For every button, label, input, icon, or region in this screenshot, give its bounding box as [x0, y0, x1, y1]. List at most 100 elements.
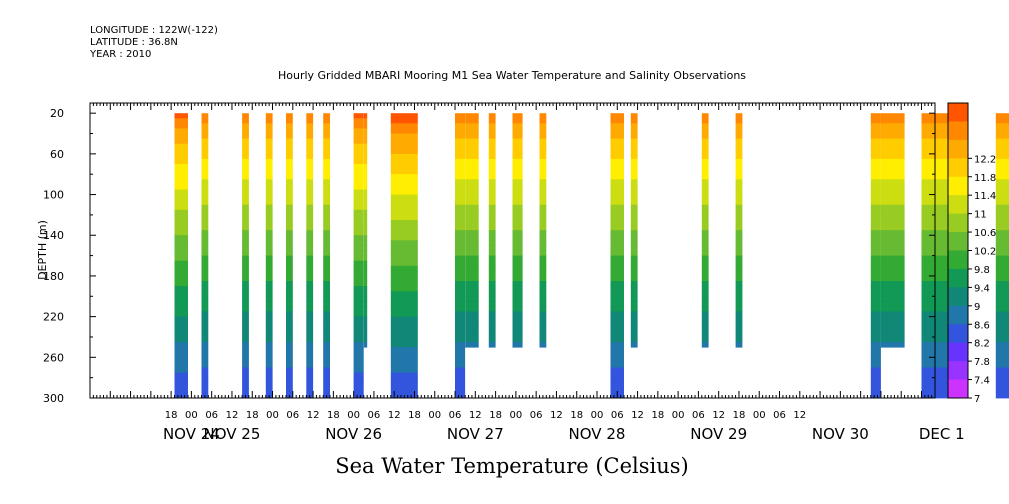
temperature-cell [921, 321, 963, 328]
y-tick-label: 60 [50, 148, 64, 161]
temperature-cell [201, 235, 209, 241]
temperature-cell [286, 265, 293, 272]
temperature-cell [630, 337, 638, 343]
temperature-cell [390, 357, 418, 363]
temperature-cell [465, 128, 479, 134]
temperature-cell [242, 342, 249, 348]
temperature-cell [390, 113, 418, 119]
y-axis-label: DEPTH (m) [36, 220, 49, 280]
temperature-cell [306, 245, 314, 251]
temperature-cell [306, 184, 314, 190]
temperature-cell [630, 306, 638, 312]
temperature-cell [265, 255, 273, 262]
temperature-cell [701, 270, 709, 277]
temperature-cell [390, 321, 418, 328]
temperature-cell [539, 245, 547, 251]
temperature-cell [701, 286, 709, 292]
observation-column [512, 113, 523, 348]
temperature-cell [174, 301, 188, 307]
temperature-cell [353, 337, 364, 343]
temperature-cell [390, 255, 418, 262]
temperature-cell [512, 306, 523, 312]
temperature-cell [265, 301, 273, 307]
temperature-cell [701, 301, 709, 307]
temperature-cell [701, 128, 709, 134]
temperature-cell [735, 306, 743, 312]
temperature-cell [995, 118, 1009, 124]
temperature-cell [488, 230, 496, 236]
temperature-cell [286, 194, 293, 201]
temperature-cell [630, 342, 638, 348]
temperature-cell [323, 148, 330, 155]
latitude-label: LATITUDE : 36.8N [90, 37, 178, 48]
temperature-cell [323, 301, 330, 307]
temperature-cell [880, 113, 905, 119]
y-tick-label: 300 [43, 392, 64, 405]
temperature-cell [995, 367, 1009, 373]
temperature-cell [201, 306, 209, 312]
temperature-cell [539, 158, 547, 165]
temperature-cell [390, 270, 418, 277]
temperature-cell [995, 235, 1009, 241]
temperature-cell [610, 214, 624, 221]
temperature-cell [465, 133, 479, 139]
temperature-cell [701, 164, 709, 170]
temperature-cell [488, 169, 496, 175]
temperature-cell [512, 118, 523, 124]
temperature-cell [870, 270, 881, 277]
temperature-cell [701, 118, 709, 124]
chart-title: Hourly Gridded MBARI Mooring M1 Sea Wate… [277, 69, 747, 82]
temperature-cell [306, 204, 314, 211]
temperature-cell [921, 148, 963, 155]
temperature-cell [363, 260, 368, 267]
temperature-cell [880, 326, 905, 333]
temperature-cell [610, 347, 624, 353]
axes: 20 60 100 140 180 220 260 300 DEPTH (m) 18 00 06 12 1… [36, 103, 965, 443]
temperature-cell [306, 148, 314, 155]
temperature-cell [870, 118, 881, 124]
x-tick-label: 12 [631, 410, 644, 421]
temperature-cell [995, 220, 1009, 226]
temperature-cell [390, 174, 418, 180]
temperature-cell [735, 240, 743, 246]
temperature-cell [306, 153, 314, 160]
temperature-cell [286, 189, 293, 195]
temperature-cell [286, 123, 293, 129]
temperature-cell [921, 357, 963, 363]
temperature-cell [201, 214, 209, 221]
temperature-cell [921, 189, 963, 195]
temperature-cell [701, 199, 709, 206]
temperature-cell [870, 133, 881, 139]
temperature-cell [174, 311, 188, 317]
temperature-cell [390, 143, 418, 150]
temperature-cell [201, 158, 209, 165]
x-tick-label: 00 [672, 410, 685, 421]
temperature-cell [880, 220, 905, 226]
temperature-cell [174, 357, 188, 363]
temperature-cell [286, 255, 293, 262]
colorbar-swatch [948, 379, 968, 399]
colorbar-label: 9 [974, 302, 980, 313]
temperature-cell [353, 220, 364, 226]
temperature-cell [465, 337, 479, 343]
temperature-cell [174, 291, 188, 297]
temperature-cell [242, 347, 249, 353]
temperature-cell [174, 174, 188, 180]
temperature-cell [488, 214, 496, 221]
temperature-cell [353, 265, 364, 272]
temperature-cell [242, 220, 249, 226]
temperature-cell [465, 331, 479, 338]
temperature-cell [201, 347, 209, 353]
temperature-cell [539, 189, 547, 195]
temperature-cell [512, 331, 523, 338]
temperature-cell [630, 291, 638, 297]
temperature-cell [512, 113, 523, 119]
y-tick-label: 180 [43, 270, 64, 283]
temperature-cell [323, 128, 330, 134]
y-tick-label: 220 [43, 311, 64, 324]
temperature-cell [353, 164, 364, 170]
temperature-cell [363, 235, 368, 241]
temperature-cell [242, 250, 249, 256]
temperature-cell [995, 306, 1009, 312]
temperature-cell [265, 209, 273, 216]
